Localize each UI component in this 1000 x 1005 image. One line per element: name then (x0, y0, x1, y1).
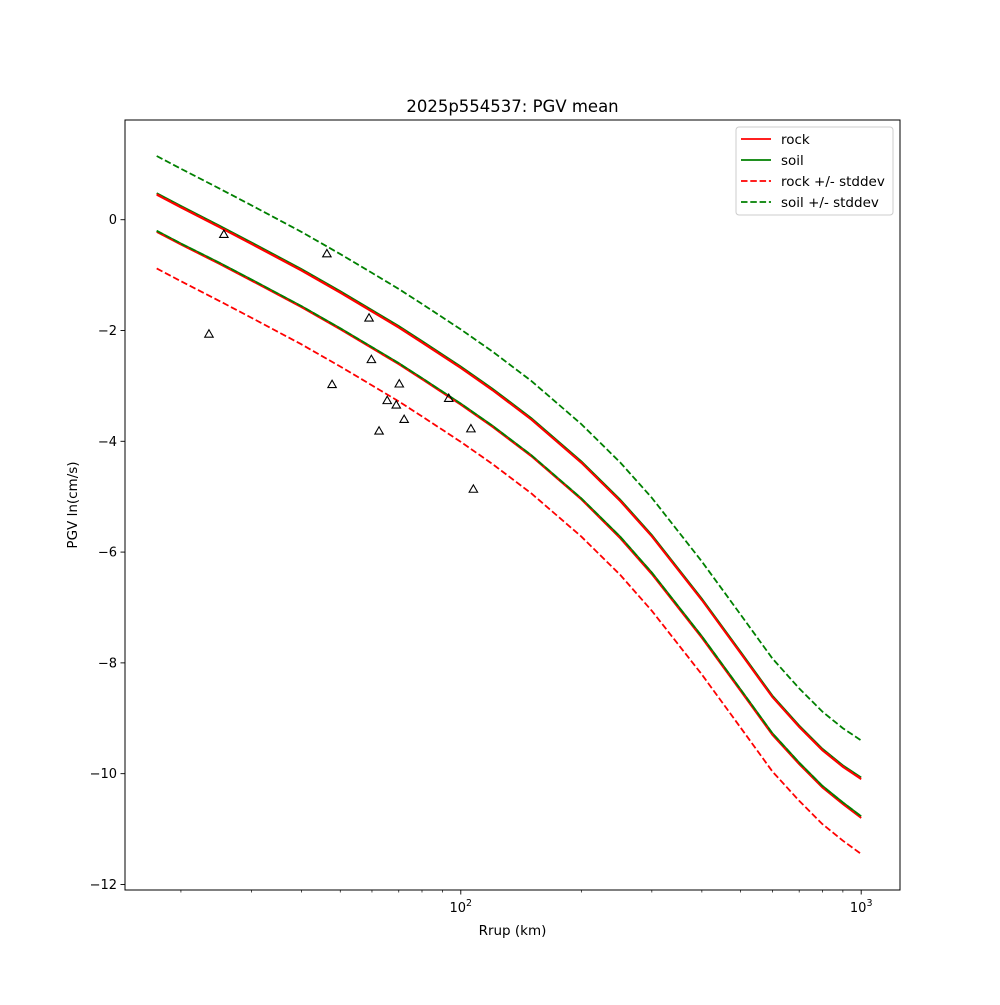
observation-marker-3 (326, 379, 338, 389)
x-tick-label-0: 102 (449, 898, 472, 916)
y-tick-label-5: −10 (90, 767, 117, 782)
observation-marker-9 (394, 378, 405, 388)
observation-marker-11 (443, 392, 454, 402)
observation-marker-13 (468, 483, 479, 493)
observation-marker-5 (366, 354, 377, 364)
y-tick-label-6: −12 (90, 878, 117, 893)
observation-marker-1 (203, 328, 215, 338)
observation-marker-2 (321, 248, 333, 258)
x-axis: 102 103 (180, 890, 873, 916)
y-axis: 0 −2 −4 −6 −8 −10 −12 (90, 213, 125, 893)
series-line-6 (156, 229, 862, 818)
plot-markers (203, 228, 479, 493)
y-axis-label: PGV ln(cm/s) (65, 461, 81, 548)
legend-label-3: soil +/- stddev (781, 195, 879, 211)
y-tick-label-3: −6 (98, 546, 117, 561)
observation-marker-6 (373, 425, 385, 435)
series-line-4 (156, 267, 862, 855)
observation-marker-8 (391, 399, 402, 409)
y-tick-label-2: −4 (98, 435, 117, 450)
observation-marker-7 (382, 395, 393, 405)
series-line-7 (156, 155, 862, 742)
y-tick-label-1: −2 (98, 324, 117, 339)
series-line-5 (156, 193, 862, 780)
observation-marker-12 (465, 423, 477, 433)
observation-marker-0 (218, 228, 230, 238)
chart-title: 2025p554537: PGV mean (406, 97, 618, 116)
legend: rock soil rock +/- stddev soil +/- stddev (735, 126, 894, 216)
legend-label-1: soil (781, 153, 804, 169)
x-tick-label-1: 103 (850, 898, 873, 916)
legend-label-0: rock (781, 132, 810, 148)
y-tick-label-0: 0 (109, 213, 117, 228)
observation-marker-10 (398, 413, 410, 424)
plot-lines (156, 155, 862, 855)
x-axis-label: Rrup (km) (479, 923, 547, 939)
legend-box (735, 126, 894, 216)
observation-marker-4 (363, 312, 375, 322)
y-tick-label-4: −8 (98, 656, 117, 671)
plot-frame (124, 119, 901, 891)
legend-label-2: rock +/- stddev (781, 174, 885, 190)
